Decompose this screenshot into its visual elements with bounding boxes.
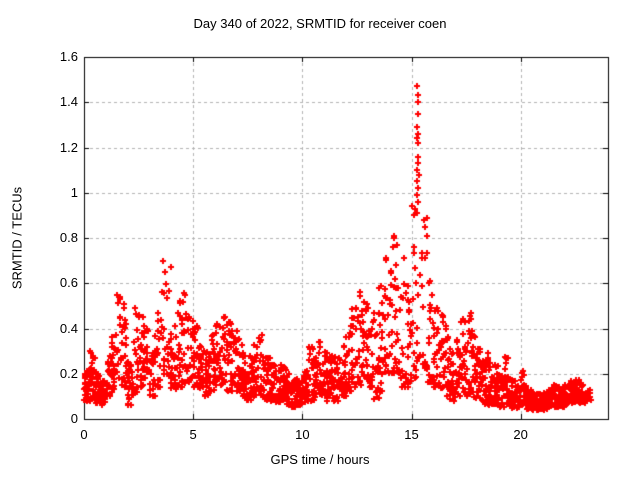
y-tick-label: 1.6 bbox=[59, 49, 78, 64]
x-tick-label: 20 bbox=[513, 427, 528, 442]
y-tick-label: 0.8 bbox=[59, 230, 78, 245]
y-tick-label: 0.2 bbox=[59, 365, 78, 381]
x-tick-label: 15 bbox=[404, 427, 419, 442]
y-tick-label: 0.6 bbox=[59, 275, 78, 291]
x-tick-label: 10 bbox=[295, 427, 310, 442]
y-tick-label: 1 bbox=[70, 184, 78, 200]
y-tick-label: 0.4 bbox=[59, 320, 78, 336]
x-axis-label: GPS time / hours bbox=[270, 452, 370, 467]
y-axis-label: SRMTID / TECUs bbox=[9, 186, 25, 290]
y-tick-label: 1.4 bbox=[59, 94, 78, 110]
y-tick-label: 1.2 bbox=[59, 139, 78, 155]
y-tick-label: 0 bbox=[70, 411, 78, 426]
x-tick-label: 0 bbox=[80, 427, 88, 442]
x-tick-label: 5 bbox=[189, 427, 197, 442]
chart-title: Day 340 of 2022, SRMTID for receiver coe… bbox=[193, 16, 447, 31]
